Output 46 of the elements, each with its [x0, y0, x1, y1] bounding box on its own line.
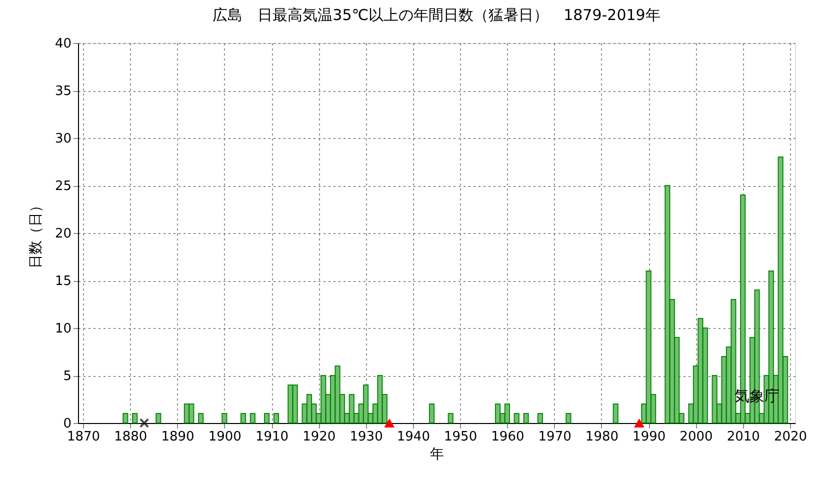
bar [273, 413, 280, 424]
y-tick-label: 20 [54, 226, 72, 242]
bar [566, 413, 572, 424]
x-tick-label: 1950 [444, 430, 478, 444]
x-tick-label: 1940 [396, 430, 430, 444]
bar [612, 404, 618, 424]
bar [264, 413, 270, 424]
bar [712, 375, 718, 424]
bar [240, 413, 246, 424]
x-tick-label: 1880 [114, 430, 148, 444]
x-axis-title: 年 [430, 446, 444, 462]
x-tick-label: 1910 [255, 430, 289, 444]
bar [250, 413, 256, 424]
bar [514, 413, 520, 424]
x-tick-label: 2020 [774, 430, 808, 444]
x-tick-label: 2000 [680, 430, 713, 444]
bar [428, 404, 435, 424]
bar [448, 413, 454, 424]
x-tick-label: 1990 [632, 430, 666, 444]
bar [198, 413, 204, 424]
x-tick-label: 1960 [491, 430, 524, 444]
y-tick-label: 25 [54, 179, 72, 194]
x-tick-label: 1920 [302, 430, 336, 444]
x-tick-label: 1970 [538, 430, 572, 444]
x-tick-label: 1900 [208, 430, 242, 444]
y-tick-label: 10 [54, 322, 72, 336]
y-tick-label: 35 [54, 84, 72, 99]
x-tick-label: 1870 [66, 430, 100, 444]
y-tick-label: 30 [54, 132, 72, 146]
x-tick-label: 2010 [726, 430, 760, 444]
x-tick-label: 1980 [585, 430, 619, 444]
bar [222, 413, 228, 424]
y-axis-title: 日数（日） [28, 198, 44, 268]
bar [132, 413, 138, 424]
x-tick-label: 1930 [350, 430, 383, 444]
y-tick-label: 5 [63, 369, 72, 384]
y-tick-label: 0 [63, 416, 72, 432]
x-tick-label: 1890 [161, 430, 194, 444]
bar [523, 413, 529, 424]
bar [156, 413, 162, 424]
y-tick-label: 40 [54, 36, 72, 52]
bar [537, 413, 543, 424]
bar [494, 404, 501, 424]
chart-title: 広島 日最高気温35℃以上の年間日数（猛暑日） 1879-2019年 [212, 6, 660, 24]
y-tick-label: 15 [54, 274, 72, 289]
bar [122, 413, 128, 424]
